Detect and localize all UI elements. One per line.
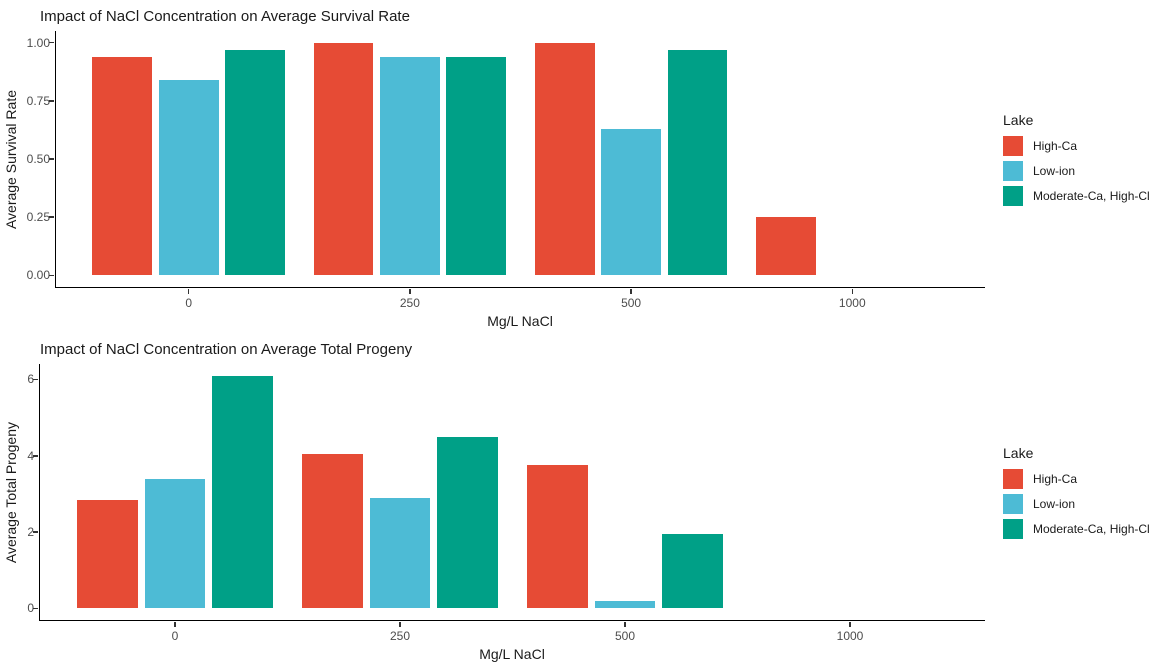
legend-title: Lake: [1003, 112, 1034, 128]
y-tick-mark: [49, 216, 54, 218]
y-axis-title: Average Total Progeny: [3, 421, 19, 564]
x-tick-label: 250: [389, 629, 411, 643]
bar-low-ion: [144, 478, 206, 609]
chart-title: Impact of NaCl Concentration on Average …: [40, 8, 410, 25]
bar-moderate-ca-high-cl: [662, 533, 723, 609]
legend-label: Low-ion: [1033, 497, 1076, 511]
y-tick-label: 0.50: [26, 152, 50, 166]
x-tick-mark: [624, 622, 626, 627]
y-tick-label: 2: [27, 525, 34, 540]
legend-swatch: [1003, 494, 1023, 514]
legend-label: Moderate-Ca, High-Cl: [1033, 522, 1150, 536]
bar-high-ca: [756, 217, 816, 276]
legend-entry: High-Ca: [1003, 136, 1150, 156]
bar-low-ion: [158, 79, 219, 276]
y-tick-label: 0.75: [26, 93, 50, 108]
y-tick-mark: [33, 455, 38, 457]
y-tick-label: 6: [27, 372, 34, 387]
y-tick-mark: [49, 274, 54, 277]
x-tick-label: 500: [621, 296, 642, 310]
x-tick-mark: [630, 289, 632, 294]
y-tick-label: 0: [27, 601, 34, 616]
bar-high-ca: [92, 56, 153, 276]
total-progeny-chart-panel: Impact of NaCl Concentration on Average …: [0, 333, 1171, 666]
legend-label: Low-ion: [1033, 164, 1076, 178]
x-tick-label: 250: [399, 296, 420, 310]
y-tick-mark: [49, 41, 54, 44]
legend-swatch: [1003, 519, 1023, 539]
y-axis-tick-labels: 0 2 4 6: [22, 364, 39, 621]
y-tick-label: 1.00: [26, 35, 50, 50]
x-tick-label: 500: [614, 629, 636, 643]
legend-entry: Low-ion: [1003, 161, 1150, 181]
legend-label: High-Ca: [1033, 139, 1078, 153]
legend-entries: High-Ca Low-ion Moderate-Ca, High-Cl: [1003, 136, 1150, 206]
chart-body: Average Total Progeny 0 2 4 6 0 250 500 1000: [0, 364, 985, 643]
legend-entry: High-Ca: [1003, 469, 1150, 489]
bar-high-ca: [77, 499, 138, 609]
bar-moderate-ca-high-cl: [446, 56, 507, 276]
plot-area: 0 250 500 1000: [33, 364, 985, 643]
y-tick-mark: [33, 607, 38, 610]
x-tick-mark: [174, 622, 176, 627]
bar-low-ion: [594, 600, 656, 609]
legend-entry: Moderate-Ca, High-Cl: [1003, 519, 1150, 539]
x-tick-label: 1000: [836, 629, 864, 643]
x-tick-mark: [851, 289, 854, 294]
y-tick-mark: [49, 158, 54, 160]
legend-title: Lake: [1003, 445, 1034, 461]
y-tick-mark: [49, 100, 54, 102]
y-tick-label: 4: [27, 448, 34, 463]
legend-swatch: [1003, 161, 1023, 181]
x-tick-mark: [399, 622, 401, 627]
y-tick-mark: [33, 378, 38, 381]
bar-moderate-ca-high-cl: [667, 49, 728, 276]
bar-moderate-ca-high-cl: [212, 375, 273, 609]
x-tick-mark: [849, 622, 851, 627]
y-axis-tick-labels: 0.00 0.25 0.50 0.75 1.00: [22, 31, 55, 288]
legend-entry: Moderate-Ca, High-Cl: [1003, 186, 1150, 206]
x-tick-mark: [187, 289, 190, 294]
legend-label: Moderate-Ca, High-Cl: [1033, 189, 1150, 203]
chart-title: Impact of NaCl Concentration on Average …: [40, 341, 413, 358]
bar-low-ion: [601, 128, 661, 276]
y-tick-label: 0.00: [26, 268, 50, 283]
legend-entries: High-Ca Low-ion Moderate-Ca, High-Cl: [1003, 469, 1150, 539]
bar-moderate-ca-high-cl: [225, 49, 285, 276]
bar-high-ca: [534, 42, 595, 276]
bar-high-ca: [527, 465, 588, 609]
chart-body: Average Survival Rate 0.00 0.25 0.50 0.75 1.…: [0, 31, 985, 310]
legend-swatch: [1003, 136, 1023, 156]
bar-high-ca: [302, 453, 363, 609]
legend: Lake High-Ca Low-ion Moderate-Ca, High-Cl: [1003, 112, 1150, 211]
x-axis-title: Mg/L NaCl: [487, 313, 553, 329]
y-axis-title: Average Survival Rate: [3, 89, 19, 230]
legend-label: High-Ca: [1033, 472, 1078, 486]
y-tick-label: 0.25: [26, 210, 50, 225]
bar-low-ion: [380, 56, 440, 276]
legend-entry: Low-ion: [1003, 494, 1150, 514]
legend: Lake High-Ca Low-ion Moderate-Ca, High-Cl: [1003, 445, 1150, 544]
legend-swatch: [1003, 186, 1023, 206]
x-tick-mark: [409, 289, 411, 294]
x-tick-label: 0: [171, 629, 179, 643]
legend-swatch: [1003, 469, 1023, 489]
survival-rate-chart-panel: Impact of NaCl Concentration on Average …: [0, 8, 1150, 329]
x-tick-label: 1000: [838, 296, 866, 310]
bar-low-ion: [369, 497, 431, 609]
x-tick-label: 0: [185, 296, 193, 310]
x-axis-title: Mg/L NaCl: [479, 646, 545, 662]
bar-moderate-ca-high-cl: [437, 436, 498, 609]
plot-area: 0 250 500 1000: [49, 31, 985, 310]
bar-high-ca: [313, 42, 374, 276]
y-tick-mark: [33, 531, 38, 533]
